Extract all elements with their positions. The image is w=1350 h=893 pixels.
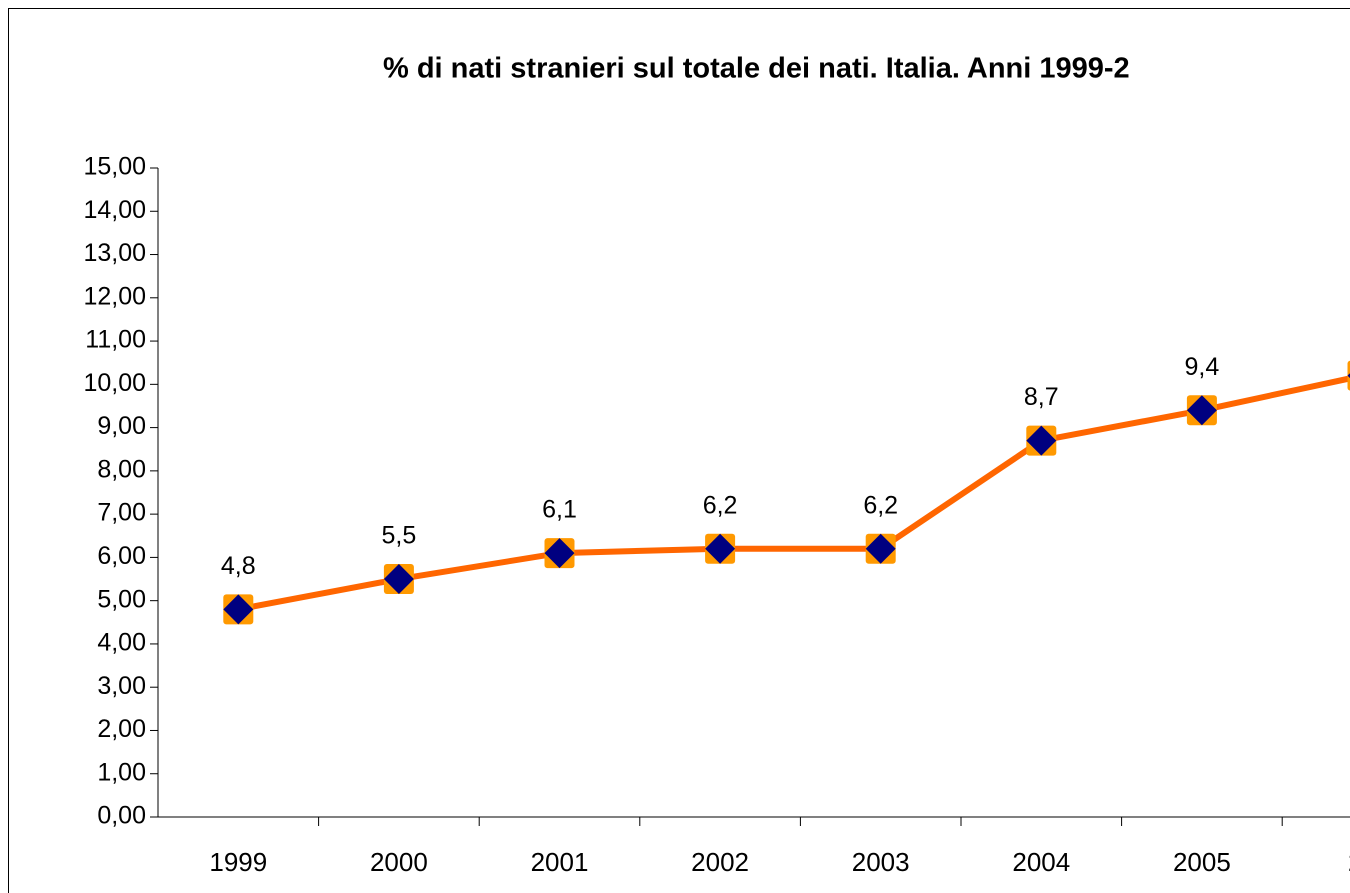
y-tick-label: 9,00 (97, 412, 146, 440)
y-tick-label: 14,00 (83, 196, 146, 224)
data-label: 6,1 (542, 496, 577, 524)
chart-title: % di nati stranieri sul totale dei nati.… (383, 53, 1130, 85)
data-label: 9,4 (1185, 353, 1220, 381)
marker (1026, 425, 1057, 456)
marker-diamond (1186, 395, 1217, 426)
y-tick-label: 12,00 (83, 282, 146, 310)
x-tick-label: 2000 (370, 847, 428, 877)
marker-diamond (865, 533, 896, 564)
marker-diamond (705, 533, 736, 564)
marker-diamond (1026, 425, 1057, 456)
data-label: 6,2 (703, 491, 738, 519)
y-tick-label: 5,00 (97, 585, 146, 613)
marker (865, 533, 896, 564)
data-label: 6,2 (863, 491, 898, 519)
y-tick-label: 13,00 (83, 239, 146, 267)
data-label: 8,7 (1024, 383, 1059, 411)
chart-frame (8, 8, 1350, 893)
marker (1347, 360, 1350, 391)
marker (223, 594, 254, 625)
marker (1186, 395, 1217, 426)
y-tick-label: 15,00 (83, 153, 146, 181)
series-line (237, 375, 1350, 613)
marker-diamond (1347, 373, 1350, 379)
x-tick-label: 2005 (1173, 847, 1231, 877)
data-label: 5,5 (382, 522, 417, 550)
marker-diamond (544, 538, 575, 569)
y-tick-label: 1,00 (97, 758, 146, 786)
y-tick-label: 2,00 (97, 715, 146, 743)
marker (544, 538, 575, 569)
y-tick-label: 3,00 (97, 672, 146, 700)
x-tick-label: 2004 (1012, 847, 1070, 877)
y-tick-label: 6,00 (97, 542, 146, 570)
x-tick-label: 2003 (852, 847, 910, 877)
marker (705, 533, 736, 564)
marker-diamond (383, 564, 414, 595)
x-tick-label: 1999 (209, 847, 267, 877)
data-label: 4,8 (221, 552, 256, 580)
marker-diamond (223, 594, 254, 625)
x-tick-label: 20 (1348, 847, 1350, 877)
marker (383, 564, 414, 595)
y-tick-label: 11,00 (85, 326, 146, 354)
y-tick-label: 7,00 (97, 499, 146, 527)
x-tick-label: 2002 (691, 847, 749, 877)
y-tick-label: 0,00 (97, 802, 146, 830)
x-tick-label: 2001 (531, 847, 589, 877)
y-tick-label: 4,00 (97, 629, 146, 657)
y-tick-label: 8,00 (97, 455, 146, 483)
y-tick-label: 10,00 (83, 369, 146, 397)
